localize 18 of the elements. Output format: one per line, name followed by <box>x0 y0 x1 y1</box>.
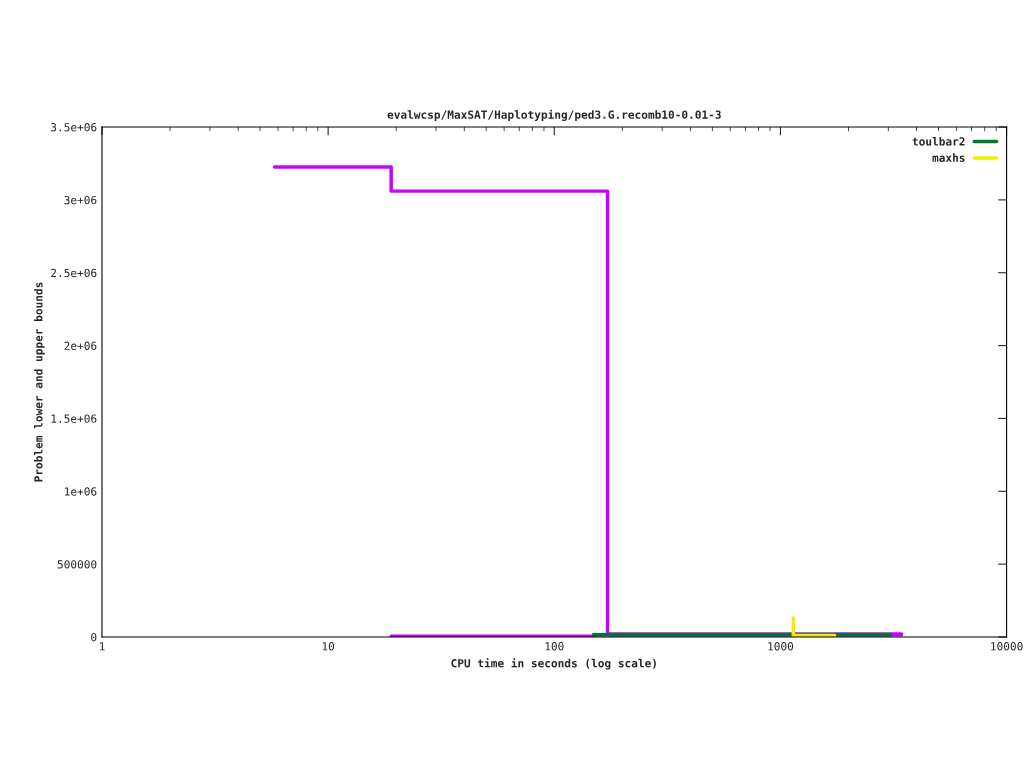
x-tick-label: 10000 <box>991 642 1023 651</box>
y-axis-title: Problem lower and upper bounds <box>34 282 45 482</box>
y-tick-label: 3e+06 <box>64 195 97 205</box>
x-tick-label: 10 <box>322 642 335 651</box>
x-tick-label: 1 <box>99 642 105 651</box>
chart-title: evalwcsp/MaxSAT/Haplotyping/ped3.G.recomb10-0.01-3 <box>387 109 721 121</box>
x-tick-label: 100 <box>545 642 564 651</box>
y-tick-label: 3.5e+06 <box>51 123 97 132</box>
x-tick-label: 1000 <box>768 642 794 651</box>
y-tick-label: 2e+06 <box>64 341 97 350</box>
x-axis-title: CPU time in seconds (log scale) <box>451 658 656 670</box>
y-tick-label: 500000 <box>57 560 97 569</box>
legend-label: toulbar2 <box>912 137 965 146</box>
y-tick-label: 0 <box>91 632 97 642</box>
y-tick-label: 1.5e+06 <box>51 414 97 423</box>
y-tick-label: 1e+06 <box>65 487 97 496</box>
y-tick-label: 2.5e+06 <box>51 268 97 278</box>
legend-label: maxhs <box>932 153 965 162</box>
